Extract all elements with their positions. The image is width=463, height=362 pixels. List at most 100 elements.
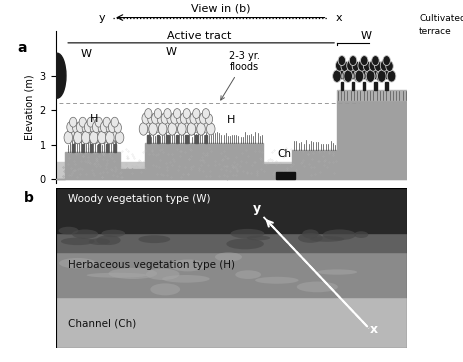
Ellipse shape — [69, 117, 77, 127]
Polygon shape — [186, 135, 188, 143]
Ellipse shape — [298, 233, 323, 243]
Ellipse shape — [176, 114, 184, 125]
Ellipse shape — [142, 113, 150, 124]
Ellipse shape — [317, 269, 357, 275]
Text: x: x — [336, 13, 342, 22]
Ellipse shape — [200, 113, 207, 124]
Ellipse shape — [87, 117, 94, 127]
Ellipse shape — [186, 114, 194, 125]
Text: x: x — [370, 323, 378, 336]
Ellipse shape — [79, 117, 87, 127]
Ellipse shape — [59, 258, 96, 269]
Ellipse shape — [100, 132, 108, 143]
Ellipse shape — [94, 126, 104, 141]
Ellipse shape — [68, 126, 78, 141]
Ellipse shape — [310, 236, 344, 242]
Polygon shape — [363, 82, 365, 89]
Ellipse shape — [96, 235, 121, 245]
Polygon shape — [156, 135, 159, 143]
Ellipse shape — [377, 70, 386, 83]
Polygon shape — [81, 143, 84, 152]
Ellipse shape — [235, 270, 261, 279]
Ellipse shape — [146, 269, 180, 280]
Ellipse shape — [172, 118, 182, 132]
Ellipse shape — [163, 118, 173, 132]
Ellipse shape — [74, 132, 82, 143]
Ellipse shape — [255, 277, 299, 284]
Ellipse shape — [370, 65, 381, 80]
Ellipse shape — [92, 122, 100, 132]
Ellipse shape — [354, 70, 362, 82]
Ellipse shape — [82, 122, 89, 133]
Ellipse shape — [355, 70, 363, 83]
Polygon shape — [56, 296, 407, 348]
Ellipse shape — [103, 117, 110, 127]
Ellipse shape — [349, 56, 357, 66]
Polygon shape — [205, 135, 207, 143]
Ellipse shape — [95, 117, 102, 127]
Ellipse shape — [180, 113, 188, 124]
Ellipse shape — [375, 61, 382, 71]
Ellipse shape — [61, 237, 94, 245]
Polygon shape — [337, 89, 407, 100]
Ellipse shape — [138, 235, 170, 243]
Text: Cultivated: Cultivated — [419, 14, 463, 24]
Ellipse shape — [111, 117, 119, 127]
Ellipse shape — [72, 230, 98, 239]
Ellipse shape — [365, 70, 374, 82]
Ellipse shape — [361, 56, 368, 66]
Ellipse shape — [359, 65, 369, 80]
Ellipse shape — [341, 61, 349, 71]
Polygon shape — [106, 143, 108, 152]
Ellipse shape — [183, 109, 190, 118]
Ellipse shape — [167, 114, 174, 125]
Ellipse shape — [115, 132, 124, 143]
Ellipse shape — [383, 56, 390, 66]
Ellipse shape — [369, 60, 377, 71]
Ellipse shape — [108, 122, 116, 132]
Text: H: H — [90, 114, 98, 124]
Ellipse shape — [89, 238, 110, 245]
Ellipse shape — [106, 131, 114, 144]
Polygon shape — [89, 143, 92, 152]
Text: a: a — [17, 41, 27, 55]
Ellipse shape — [382, 65, 392, 80]
Text: W: W — [165, 47, 176, 57]
Ellipse shape — [215, 252, 242, 261]
Ellipse shape — [143, 118, 154, 132]
Ellipse shape — [354, 231, 368, 238]
Ellipse shape — [153, 118, 163, 132]
Ellipse shape — [193, 109, 200, 118]
Ellipse shape — [347, 60, 355, 71]
Ellipse shape — [181, 118, 192, 132]
Ellipse shape — [110, 126, 120, 141]
Ellipse shape — [372, 56, 379, 66]
Ellipse shape — [197, 123, 206, 135]
Ellipse shape — [168, 123, 176, 135]
Text: W: W — [81, 49, 92, 59]
Polygon shape — [176, 135, 178, 143]
Text: Herbaceous vegetation type (H): Herbaceous vegetation type (H) — [69, 260, 235, 270]
Ellipse shape — [83, 132, 92, 143]
Y-axis label: Elevation (m): Elevation (m) — [24, 74, 34, 140]
Polygon shape — [56, 100, 407, 179]
Text: Ch: Ch — [277, 149, 291, 159]
Ellipse shape — [84, 122, 92, 132]
Ellipse shape — [187, 123, 196, 135]
Ellipse shape — [338, 56, 345, 66]
Ellipse shape — [114, 122, 121, 133]
Text: Woody vegetation type (W): Woody vegetation type (W) — [69, 194, 211, 205]
Ellipse shape — [158, 123, 167, 135]
Text: y: y — [99, 13, 105, 22]
Ellipse shape — [380, 60, 388, 71]
Polygon shape — [113, 143, 116, 152]
Ellipse shape — [358, 60, 366, 71]
Polygon shape — [72, 143, 75, 152]
Ellipse shape — [157, 114, 165, 125]
Ellipse shape — [332, 70, 341, 83]
Ellipse shape — [336, 60, 344, 71]
Ellipse shape — [337, 65, 347, 80]
Polygon shape — [341, 82, 343, 89]
Ellipse shape — [139, 123, 148, 135]
Ellipse shape — [164, 109, 171, 118]
